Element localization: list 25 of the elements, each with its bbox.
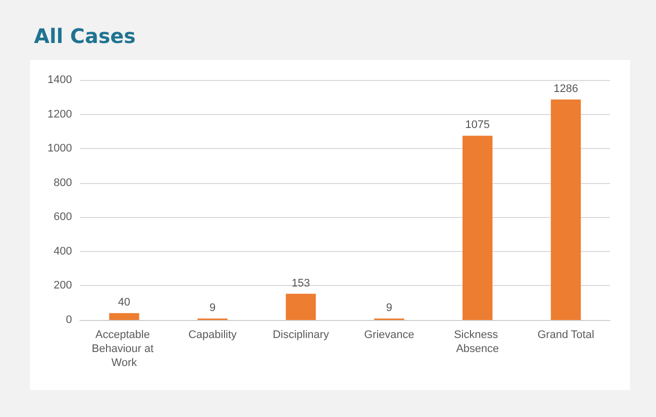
y-tick-label: 0: [66, 314, 72, 326]
bar: [462, 136, 492, 320]
bar: [286, 294, 316, 320]
y-tick-label: 1000: [48, 142, 72, 155]
x-tick-label: Disciplinary: [272, 329, 330, 341]
x-tick-label: Grievance: [364, 329, 414, 341]
data-label: 9: [209, 302, 216, 314]
x-tick-label: Capability: [188, 329, 238, 341]
data-label: 9: [386, 302, 392, 314]
chart-title: All Cases: [34, 24, 136, 48]
x-tick-label: Sickness Absence: [454, 329, 502, 355]
y-tick-label: 800: [54, 176, 72, 189]
y-tick-label: 1200: [48, 108, 72, 120]
y-tick-label: 200: [54, 280, 72, 292]
data-label: 1075: [465, 119, 490, 132]
x-tick-label: Grand Total: [537, 329, 594, 341]
data-label: 153: [292, 277, 310, 290]
y-tick-label: 600: [54, 211, 72, 224]
data-label: 1286: [554, 83, 578, 96]
x-tick-label: Acceptable Behaviour at Work: [92, 329, 157, 369]
bar: [550, 100, 581, 320]
y-tick-label: 400: [54, 245, 72, 258]
bar: [109, 313, 140, 320]
y-tick-label: 1400: [48, 74, 72, 86]
data-label: 40: [118, 296, 130, 309]
